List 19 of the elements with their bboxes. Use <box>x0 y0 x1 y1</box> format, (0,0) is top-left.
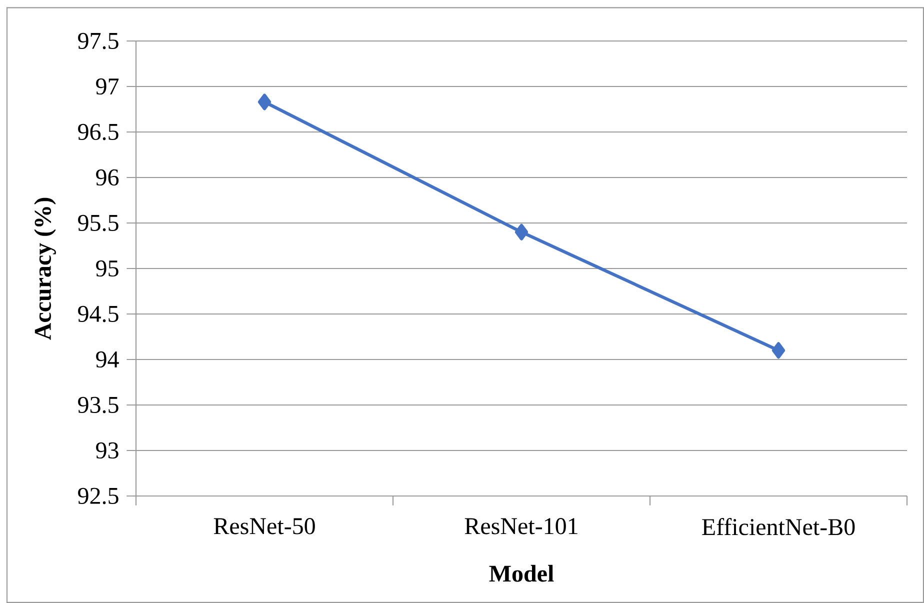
x-tick-label: ResNet-50 <box>214 518 315 534</box>
y-tick-label: 94 <box>96 351 119 368</box>
x-axis-title: Model <box>489 564 554 582</box>
y-tick-label: 96.5 <box>78 124 118 140</box>
y-tick-label: 95.5 <box>78 214 118 232</box>
point <box>258 94 272 110</box>
y-tick-label: 96 <box>96 169 119 186</box>
y-tick-label: 95 <box>96 260 118 277</box>
x-tick-label: EfficientNet-B0 <box>702 518 855 536</box>
y-tick-label: 94.5 <box>78 306 118 322</box>
y-tick-label: 97.5 <box>78 32 118 50</box>
y-axis-title: Accuracy (%) <box>34 198 56 340</box>
point <box>772 342 786 359</box>
y-tick-label: 93 <box>96 442 118 459</box>
y-tick-label: 97 <box>96 78 119 95</box>
x-tick-label: ResNet-101 <box>464 518 578 534</box>
y-tick-label: 93.5 <box>78 396 118 414</box>
y-tick-label: 92.5 <box>78 488 118 504</box>
point <box>514 224 528 240</box>
